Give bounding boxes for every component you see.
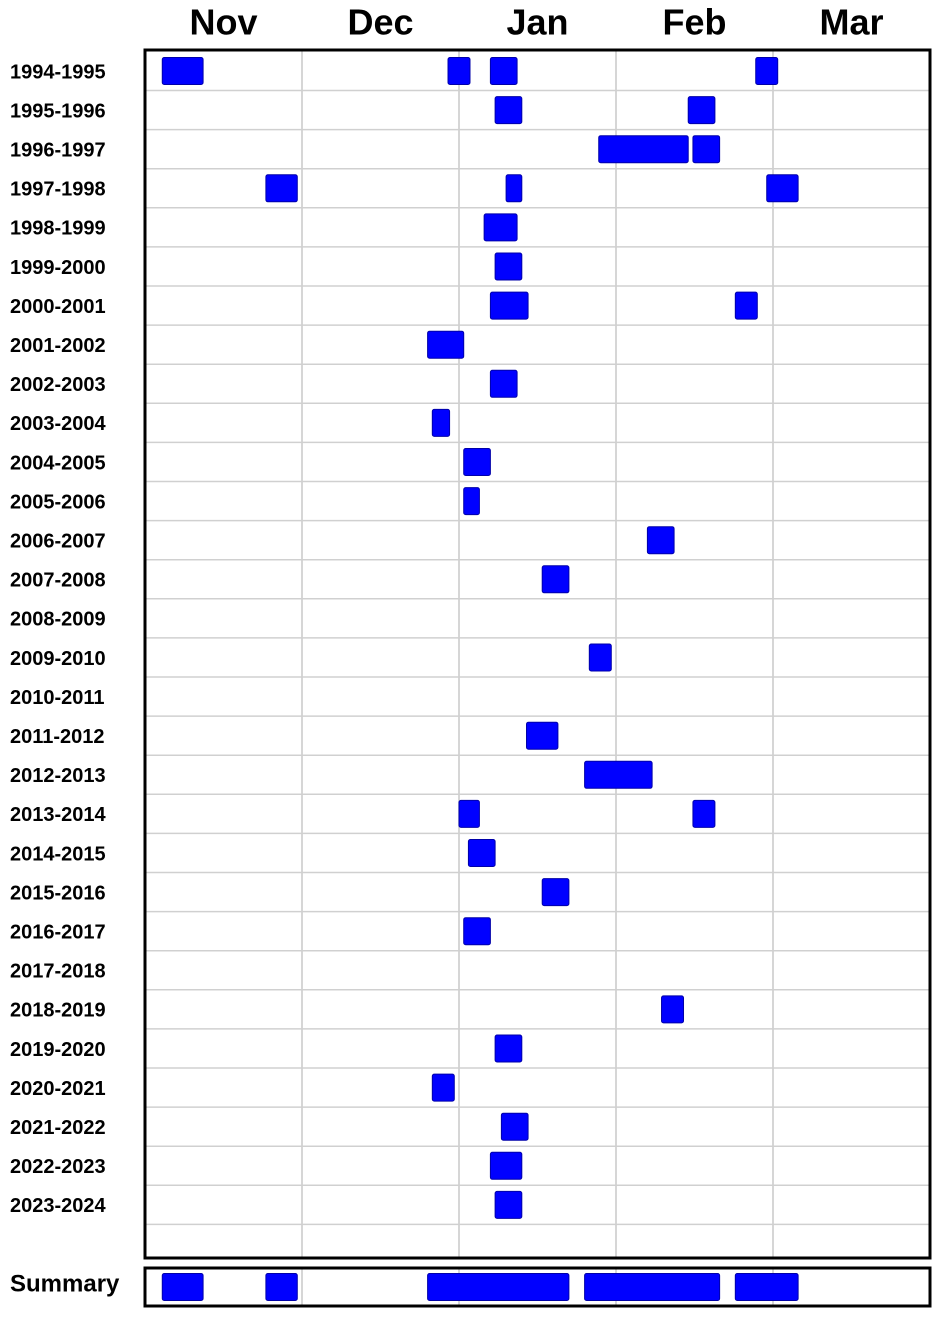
row-label: 2010-2011 xyxy=(10,687,105,709)
bar xyxy=(494,96,523,125)
bar xyxy=(483,213,518,242)
bar xyxy=(467,839,496,867)
summary-label: Summary xyxy=(10,1270,120,1297)
bar xyxy=(734,1273,799,1301)
row-label: 2020-2021 xyxy=(10,1078,106,1100)
row-label: 2014-2015 xyxy=(10,843,106,865)
row-label: 2002-2003 xyxy=(10,374,106,396)
row-label: 1997-1998 xyxy=(10,179,106,201)
bar xyxy=(489,1151,523,1180)
row-label: 2018-2019 xyxy=(10,1000,106,1022)
month-label: Jan xyxy=(506,2,568,43)
bar xyxy=(427,330,465,359)
bar xyxy=(447,57,471,85)
bar xyxy=(766,174,799,203)
row-label: 1999-2000 xyxy=(10,257,106,279)
bar xyxy=(692,799,716,828)
bar xyxy=(494,252,523,281)
bar xyxy=(463,487,480,516)
row-label: 2003-2004 xyxy=(10,413,107,435)
bar xyxy=(489,57,518,85)
bar xyxy=(431,408,451,437)
row-label: 2023-2024 xyxy=(10,1195,107,1217)
bar xyxy=(588,643,612,672)
bar xyxy=(500,1112,529,1141)
month-label: Nov xyxy=(189,2,257,43)
bar xyxy=(494,1034,523,1063)
row-label: 1994-1995 xyxy=(10,61,106,83)
bar xyxy=(431,1073,455,1102)
row-label: 2004-2005 xyxy=(10,452,106,474)
bar xyxy=(646,526,675,555)
bar xyxy=(489,369,518,398)
row-label: 2017-2018 xyxy=(10,961,106,983)
row-label: 2005-2006 xyxy=(10,491,106,513)
row-label: 2001-2002 xyxy=(10,335,106,357)
row-label: 2000-2001 xyxy=(10,296,106,318)
bar xyxy=(598,135,689,164)
bar xyxy=(494,1190,523,1219)
row-label: 2008-2009 xyxy=(10,609,106,631)
month-label: Mar xyxy=(819,2,883,43)
bar xyxy=(541,565,570,594)
bar xyxy=(161,57,204,85)
bar xyxy=(161,1273,204,1301)
bar xyxy=(584,1273,721,1301)
row-label: 2013-2014 xyxy=(10,804,107,826)
month-label: Dec xyxy=(347,2,413,43)
bar xyxy=(463,917,491,946)
row-label: 2015-2016 xyxy=(10,882,106,904)
bar xyxy=(265,174,298,203)
row-label: 2021-2022 xyxy=(10,1117,106,1139)
bar xyxy=(541,878,570,907)
plot-frame xyxy=(143,48,932,1260)
bar xyxy=(427,1273,570,1301)
bar xyxy=(692,135,721,164)
row-label: 2006-2007 xyxy=(10,530,106,552)
bar xyxy=(526,721,559,750)
bar xyxy=(458,799,480,828)
row-label: 2007-2008 xyxy=(10,570,106,592)
row-label: 2022-2023 xyxy=(10,1156,106,1178)
bar xyxy=(584,760,653,789)
bar xyxy=(463,448,491,476)
bar xyxy=(661,995,685,1024)
month-label: Feb xyxy=(662,2,726,43)
bar xyxy=(687,96,716,125)
bar xyxy=(755,57,779,85)
row-label: 1998-1999 xyxy=(10,218,106,240)
bar xyxy=(505,174,523,203)
bar xyxy=(734,291,758,320)
row-label: 1996-1997 xyxy=(10,139,106,161)
row-label: 2011-2012 xyxy=(10,726,105,748)
row-label: 2012-2013 xyxy=(10,765,106,787)
row-label: 1995-1996 xyxy=(10,100,106,122)
bar xyxy=(265,1273,298,1301)
bar xyxy=(489,291,529,320)
row-label: 2009-2010 xyxy=(10,648,106,670)
row-label: 2019-2020 xyxy=(10,1039,106,1061)
row-label: 2016-2017 xyxy=(10,921,106,943)
summary-frame xyxy=(143,1266,932,1308)
